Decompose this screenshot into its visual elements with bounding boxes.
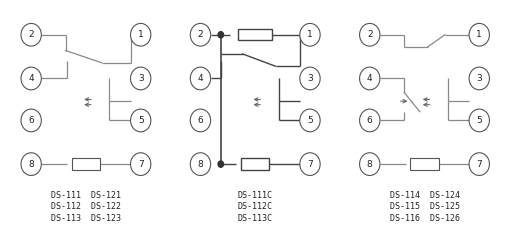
Text: 5: 5 [307, 116, 313, 125]
Text: 8: 8 [198, 160, 203, 169]
Circle shape [360, 23, 380, 46]
Bar [72, 158, 100, 170]
Circle shape [300, 109, 320, 132]
Text: DS-114  DS-124
DS-115  DS-125
DS-116  DS-126: DS-114 DS-124 DS-115 DS-125 DS-116 DS-12… [389, 191, 460, 223]
Circle shape [130, 23, 151, 46]
Text: 2: 2 [198, 30, 203, 39]
Text: 6: 6 [28, 116, 34, 125]
Circle shape [130, 67, 151, 90]
Bar [410, 158, 439, 170]
Circle shape [190, 67, 211, 90]
Text: 8: 8 [28, 160, 34, 169]
Circle shape [218, 31, 224, 39]
Text: 6: 6 [198, 116, 203, 125]
Text: 1: 1 [477, 30, 482, 39]
Text: 7: 7 [307, 160, 313, 169]
Text: 1: 1 [138, 30, 144, 39]
Circle shape [21, 109, 42, 132]
Circle shape [21, 23, 42, 46]
Circle shape [21, 153, 42, 175]
Circle shape [469, 153, 489, 175]
Text: 3: 3 [138, 74, 144, 83]
Text: 8: 8 [367, 160, 372, 169]
Text: 2: 2 [367, 30, 372, 39]
Text: DS-111  DS-121
DS-112  DS-122
DS-113  DS-123: DS-111 DS-121 DS-112 DS-122 DS-113 DS-12… [51, 191, 121, 223]
Text: 3: 3 [477, 74, 482, 83]
Text: DS-111C
DS-112C
DS-113C: DS-111C DS-112C DS-113C [238, 191, 273, 223]
Text: 7: 7 [477, 160, 482, 169]
Text: 4: 4 [367, 74, 372, 83]
Circle shape [469, 23, 489, 46]
Text: 3: 3 [307, 74, 313, 83]
Circle shape [300, 23, 320, 46]
Bar [241, 158, 269, 170]
Circle shape [300, 153, 320, 175]
Circle shape [190, 109, 211, 132]
Circle shape [360, 67, 380, 90]
Text: 4: 4 [198, 74, 203, 83]
Bar [238, 29, 272, 40]
Circle shape [469, 109, 489, 132]
Circle shape [190, 153, 211, 175]
Circle shape [300, 67, 320, 90]
Text: 7: 7 [138, 160, 144, 169]
Text: 5: 5 [138, 116, 144, 125]
Circle shape [130, 109, 151, 132]
Circle shape [130, 153, 151, 175]
Text: 5: 5 [477, 116, 482, 125]
Circle shape [360, 153, 380, 175]
Text: 2: 2 [28, 30, 34, 39]
Text: 1: 1 [307, 30, 313, 39]
Text: 4: 4 [28, 74, 34, 83]
Circle shape [360, 109, 380, 132]
Circle shape [218, 160, 224, 168]
Text: 6: 6 [367, 116, 372, 125]
Circle shape [21, 67, 42, 90]
Circle shape [190, 23, 211, 46]
Circle shape [469, 67, 489, 90]
